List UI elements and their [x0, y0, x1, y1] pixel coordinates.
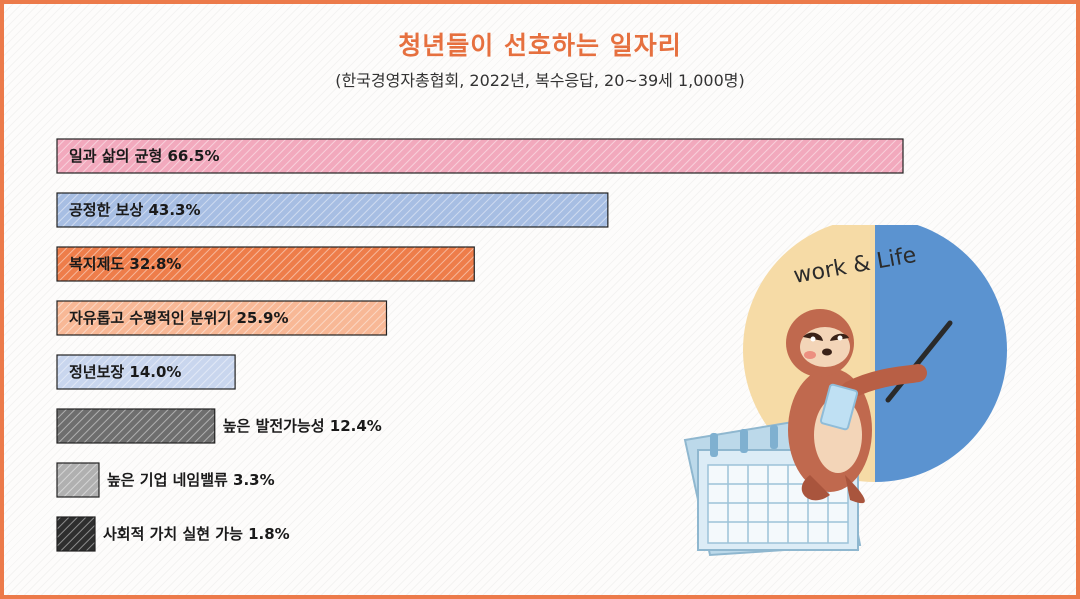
bar-label-5: 높은 발전가능성 12.4% — [223, 417, 382, 435]
bar-label-2: 복지제도 32.8% — [69, 255, 181, 273]
bar-label-4: 정년보장 14.0% — [69, 363, 181, 381]
bar-2 — [56, 246, 475, 282]
chart-title: 청년들이 선호하는 일자리 — [398, 31, 682, 60]
work-life-illustration: work & Life — [683, 225, 1007, 557]
bar-3 — [56, 300, 388, 336]
tablet — [819, 383, 859, 431]
bar-label-6: 높은 기업 네임밸류 3.3% — [107, 471, 275, 489]
bar-1 — [56, 192, 609, 228]
chart-subtitle: (한국경영자총협회, 2022년, 복수응답, 20~39세 1,000명) — [335, 71, 745, 90]
bar-label-3: 자유롭고 수평적인 분위기 25.9% — [69, 309, 289, 327]
sloth-figure — [786, 309, 927, 504]
bar-label-1: 공정한 보상 43.3% — [69, 201, 200, 219]
bar-0 — [56, 138, 904, 174]
pointer-stick — [885, 320, 953, 403]
bar-6 — [56, 462, 100, 498]
bar-4 — [56, 354, 236, 390]
bar-label-7: 사회적 가치 실현 가능 1.8% — [103, 525, 290, 543]
bar-label-0: 일과 삶의 균형 66.5% — [69, 147, 220, 165]
bar-5 — [56, 408, 216, 444]
bar-7 — [56, 516, 96, 552]
